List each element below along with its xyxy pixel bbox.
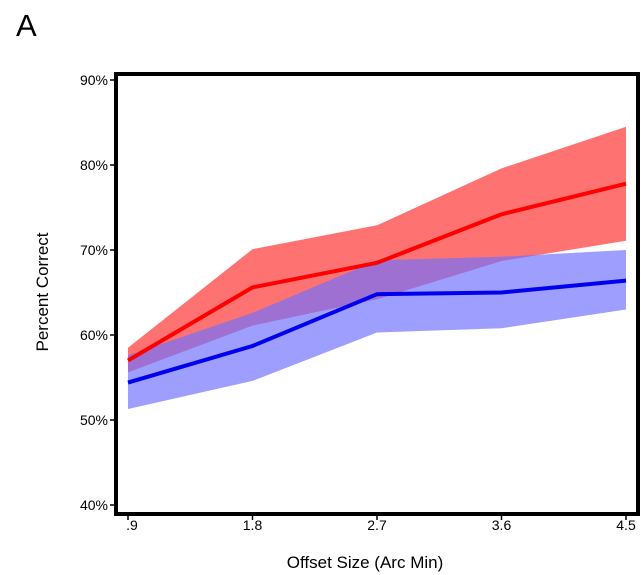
x-tick-label: 4.5 <box>616 517 636 533</box>
x-tick-label: 1.8 <box>243 517 263 533</box>
y-axis-ticks: 40% 50% 60% 70% 80% 90% <box>80 72 116 513</box>
confidence-bands <box>128 126 626 409</box>
x-tick-label: 3.6 <box>492 517 512 533</box>
confidence-band-series-1 <box>128 126 626 373</box>
y-axis-title: Percent Correct <box>33 232 52 351</box>
y-tick-label: 90% <box>80 72 108 88</box>
y-tick-label: 70% <box>80 242 108 258</box>
x-axis-ticks: .9 1.8 2.7 3.6 4.5 <box>126 514 636 533</box>
y-tick-label: 80% <box>80 157 108 173</box>
y-tick-label: 60% <box>80 327 108 343</box>
x-tick-label: .9 <box>126 517 138 533</box>
series-lines <box>126 181 627 385</box>
x-tick-label: 2.7 <box>367 517 387 533</box>
confidence-band-series-2 <box>128 250 626 409</box>
x-axis-title: Offset Size (Arc Min) <box>287 553 444 572</box>
y-tick-label: 50% <box>80 412 108 428</box>
y-tick-label: 40% <box>80 497 108 513</box>
panel-label: A <box>16 8 37 43</box>
